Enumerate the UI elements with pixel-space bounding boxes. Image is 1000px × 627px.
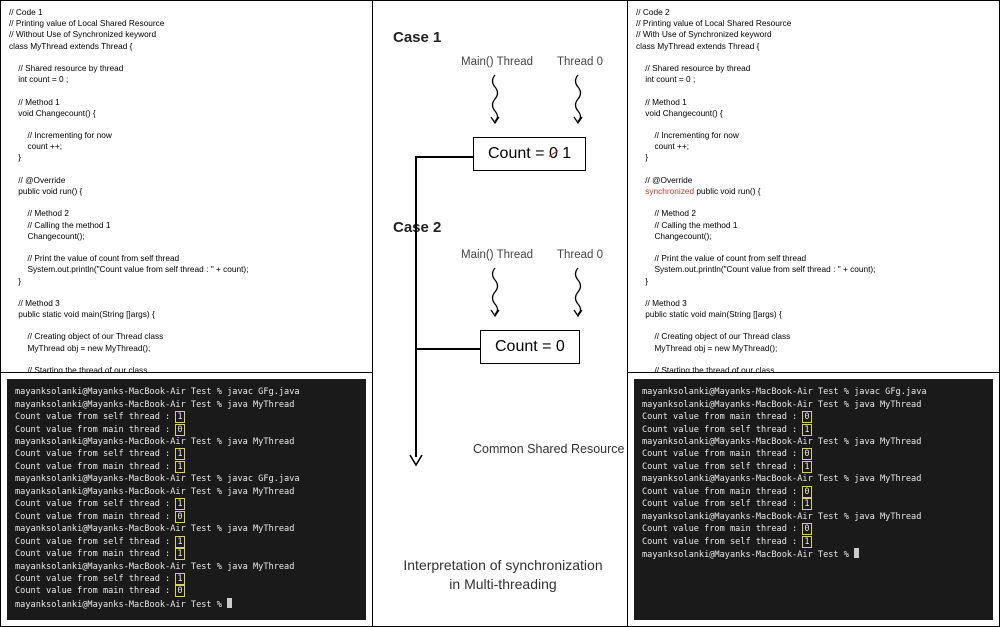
diagram-column: Case 1 Main() Thread Thread 0 Count = 0 … [373,1,627,626]
connector-line [415,348,480,350]
terminal-panel-2-wrap: mayanksolanki@Mayanks-MacBook-Air Test %… [628,373,999,626]
connector-line [415,349,417,457]
count1-pre: Count = [488,145,549,162]
squiggle-arrow [571,73,585,125]
terminal-panel-2: mayanksolanki@Mayanks-MacBook-Air Test %… [634,379,993,620]
code-panel-2: // Code 2 // Printing value of Local Sha… [628,1,999,373]
connector-line [415,156,417,349]
connector-line [415,156,473,158]
left-column: // Code 1 // Printing value of Local Sha… [1,1,373,626]
terminal-panel-1: mayanksolanki@Mayanks-MacBook-Air Test %… [7,379,366,620]
figure-caption: Interpretation of synchronization in Mul… [403,556,603,594]
count1-strike-zero: 0 [549,145,558,163]
count-box-2: Count = 0 [480,330,580,364]
thread0-label-1: Thread 0 [557,56,603,68]
shared-resource-label: Common Shared Resource [473,441,624,457]
case2-label: Case 2 [393,219,441,236]
case1-label: Case 1 [393,29,441,46]
code-panel-1: // Code 1 // Printing value of Local Sha… [1,1,372,373]
thread0-label-2: Thread 0 [557,249,603,261]
right-column: // Code 2 // Printing value of Local Sha… [627,1,999,626]
squiggle-arrow [488,73,502,125]
terminal-panel-1-wrap: mayanksolanki@Mayanks-MacBook-Air Test %… [1,373,372,626]
main-thread-label-2: Main() Thread [461,249,533,261]
squiggle-arrow [488,266,502,318]
main-thread-label-1: Main() Thread [461,56,533,68]
count1-post: 1 [558,145,571,162]
count-box-1: Count = 0 1 [473,137,586,171]
arrow-down-icon [408,453,424,467]
figure-frame: // Code 1 // Printing value of Local Sha… [0,0,1000,627]
squiggle-arrow [571,266,585,318]
